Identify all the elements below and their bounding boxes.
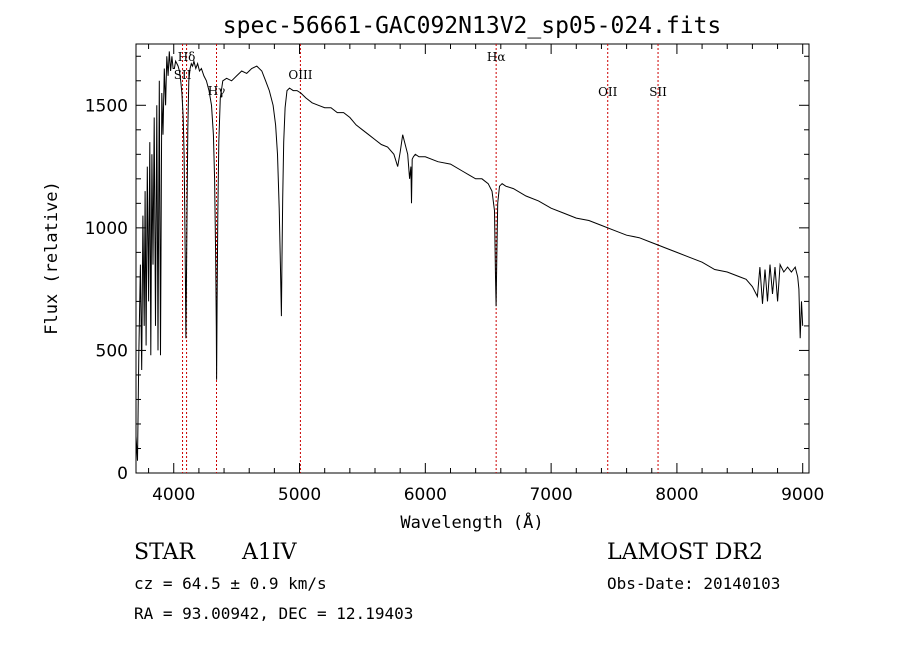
y-axis-ticks: 0 500 1000 1500 <box>85 55 809 484</box>
y-tick-label: 0 <box>117 464 128 484</box>
x-tick-label: 6000 <box>404 485 447 505</box>
line-marker-label: OIII <box>288 68 312 82</box>
x-axis-label: Wavelength (Å) <box>400 511 543 533</box>
line-marker-label: Hδ <box>178 50 196 64</box>
x-tick-label: 9000 <box>781 485 824 505</box>
line-marker-label: SII <box>174 68 192 82</box>
x-tick-label: 7000 <box>529 485 572 505</box>
object-class: STAR <box>134 540 195 565</box>
line-marker-label: Hα <box>487 50 506 64</box>
chart-title: spec-56661-GAC092N13V2_sp05-024.fits <box>223 13 722 39</box>
y-tick-label: 500 <box>96 341 128 361</box>
x-tick-label: 4000 <box>152 485 195 505</box>
redshift-cz: cz = 64.5 ± 0.9 km/s <box>134 574 327 593</box>
observation-date: Obs-Date: 20140103 <box>607 574 781 593</box>
x-tick-label: 8000 <box>655 485 698 505</box>
line-marker-label: OII <box>598 85 618 99</box>
y-tick-label: 1000 <box>85 219 128 239</box>
survey-name: LAMOST DR2 <box>607 540 763 565</box>
plot-frame <box>135 43 810 474</box>
spectrum-line <box>135 51 804 461</box>
ra-dec: RA = 93.00942, DEC = 12.19403 <box>134 604 414 623</box>
object-subclass: A1IV <box>242 540 297 565</box>
y-axis-label: Flux (relative) <box>42 181 62 335</box>
line-marker-label: SII <box>649 85 667 99</box>
x-axis-ticks: 4000 5000 6000 7000 8000 9000 <box>148 44 824 505</box>
y-tick-label: 1500 <box>85 96 128 116</box>
x-tick-label: 5000 <box>278 485 321 505</box>
